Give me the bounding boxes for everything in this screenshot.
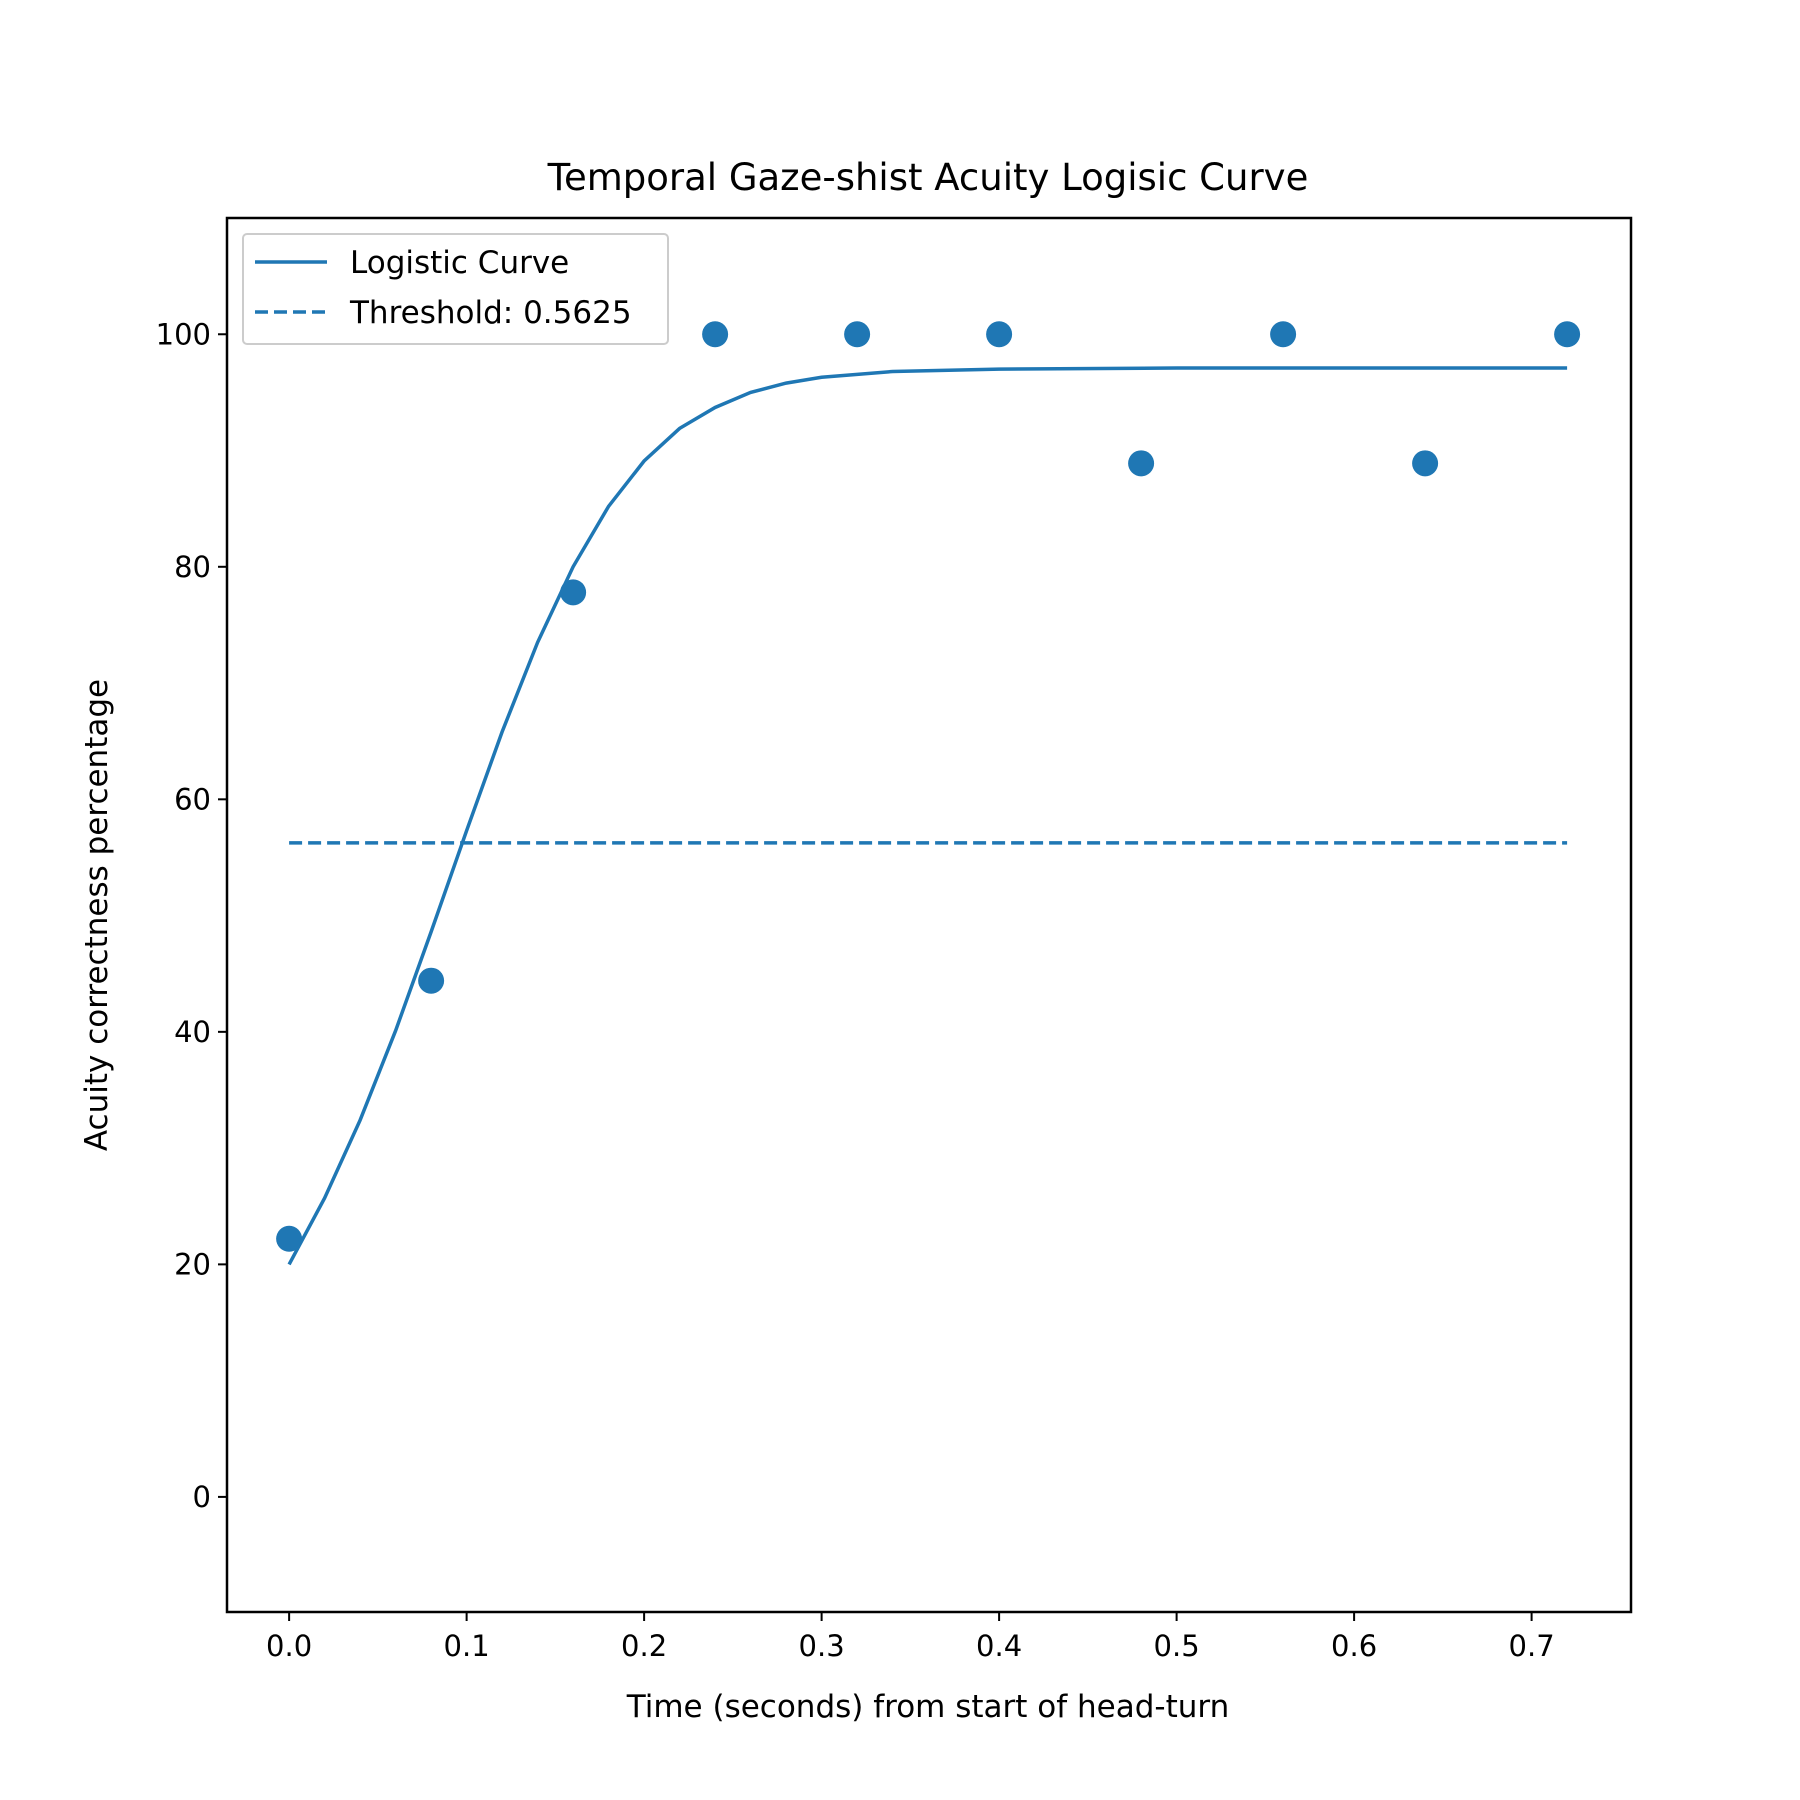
x-tick-label: 0.6 <box>1331 1629 1377 1663</box>
y-axis: 0 20 40 60 80 100 <box>156 317 227 1514</box>
x-axis: 0.0 0.1 0.2 0.3 0.4 0.5 0.6 0.7 <box>266 1612 1555 1663</box>
logistic-curve-line <box>287 366 1568 1266</box>
y-tick-label: 40 <box>174 1015 211 1049</box>
data-point <box>702 321 729 348</box>
y-tick-label: 100 <box>156 317 211 351</box>
legend-box <box>242 233 669 345</box>
data-point <box>1270 321 1297 348</box>
data-point <box>844 321 871 348</box>
y-tick-label: 60 <box>174 782 211 816</box>
x-tick-label: 0.2 <box>621 1629 667 1663</box>
data-point <box>1554 321 1581 348</box>
x-tick-label: 0.7 <box>1509 1629 1555 1663</box>
plot-area <box>276 321 1581 1266</box>
data-point <box>418 967 445 994</box>
legend-label-logistic-curve: Logistic Curve <box>350 245 569 281</box>
axes-frame <box>225 216 1633 1614</box>
data-point <box>1412 450 1439 477</box>
x-tick-label: 0.4 <box>976 1629 1022 1663</box>
data-point <box>276 1225 303 1252</box>
x-tick-label: 0.3 <box>799 1629 845 1663</box>
x-tick-label: 0.0 <box>266 1629 312 1663</box>
data-point <box>986 321 1013 348</box>
y-axis-label: Acuity correctness percentage <box>79 679 115 1151</box>
data-point <box>560 579 587 606</box>
y-tick-label: 0 <box>193 1480 211 1514</box>
chart-title: Temporal Gaze-shist Acuity Logisic Curve <box>547 156 1309 199</box>
x-tick-label: 0.5 <box>1154 1629 1200 1663</box>
x-tick-label: 0.1 <box>444 1629 490 1663</box>
y-tick-label: 20 <box>174 1247 211 1281</box>
data-point <box>1128 450 1155 477</box>
x-axis-label: Time (seconds) from start of head-turn <box>626 1689 1230 1725</box>
legend-label-threshold: Threshold: 0.5625 <box>349 295 632 331</box>
legend: Logistic Curve Threshold: 0.5625 <box>242 233 669 345</box>
y-tick-label: 80 <box>174 550 211 584</box>
